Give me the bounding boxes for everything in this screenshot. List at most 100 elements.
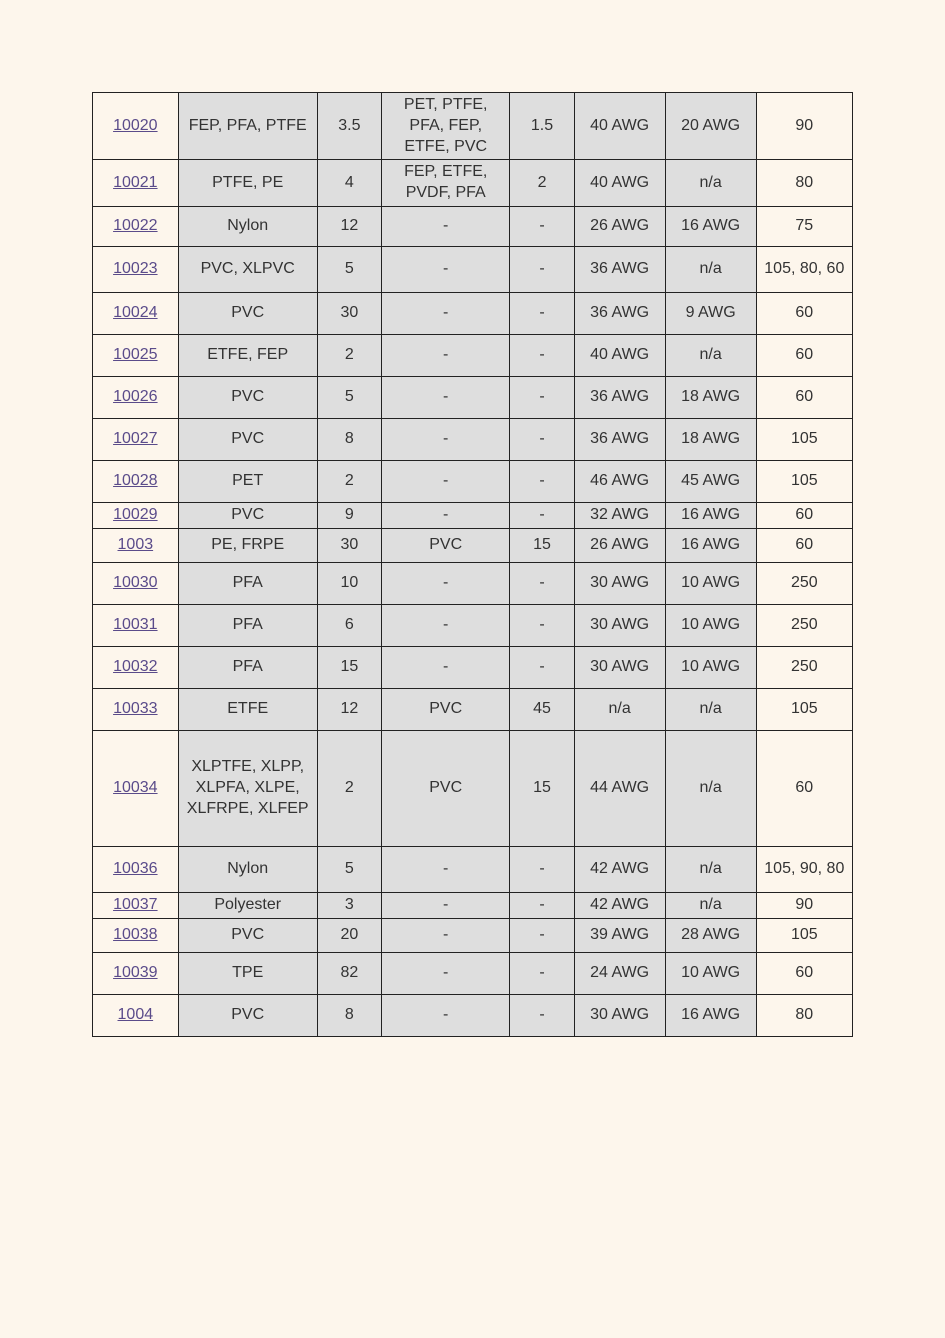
material-primary: PVC	[178, 994, 317, 1036]
id-link[interactable]: 10026	[93, 376, 179, 418]
id-link[interactable]: 10039	[93, 952, 179, 994]
value-b: -	[510, 562, 574, 604]
temp-rating: 60	[756, 952, 852, 994]
awg-max: 16 AWG	[665, 994, 756, 1036]
value-b: -	[510, 646, 574, 688]
id-link[interactable]: 10024	[93, 292, 179, 334]
value-b: -	[510, 604, 574, 646]
id-link[interactable]: 10023	[93, 246, 179, 292]
material-primary: PTFE, PE	[178, 160, 317, 207]
value-b: 15	[510, 528, 574, 562]
material-primary: PVC	[178, 376, 317, 418]
awg-min: 42 AWG	[574, 892, 665, 918]
awg-max: 10 AWG	[665, 646, 756, 688]
material-primary: PE, FRPE	[178, 528, 317, 562]
id-link[interactable]: 10031	[93, 604, 179, 646]
material-primary: PVC	[178, 418, 317, 460]
id-link[interactable]: 10034	[93, 730, 179, 846]
id-link[interactable]: 10038	[93, 918, 179, 952]
awg-max: n/a	[665, 246, 756, 292]
material-secondary: -	[381, 846, 509, 892]
material-primary: Polyester	[178, 892, 317, 918]
value-a: 4	[317, 160, 381, 207]
id-link[interactable]: 10021	[93, 160, 179, 207]
value-b: -	[510, 502, 574, 528]
temp-rating: 105	[756, 918, 852, 952]
awg-min: 36 AWG	[574, 292, 665, 334]
id-link[interactable]: 10025	[93, 334, 179, 376]
value-b: -	[510, 292, 574, 334]
awg-max: n/a	[665, 688, 756, 730]
material-primary: ETFE	[178, 688, 317, 730]
awg-min: 30 AWG	[574, 604, 665, 646]
value-b: -	[510, 994, 574, 1036]
table-row: 1004PVC8--30 AWG16 AWG80	[93, 994, 853, 1036]
temp-rating: 60	[756, 502, 852, 528]
awg-min: 46 AWG	[574, 460, 665, 502]
value-b: 15	[510, 730, 574, 846]
value-a: 6	[317, 604, 381, 646]
id-link[interactable]: 10033	[93, 688, 179, 730]
id-link[interactable]: 10030	[93, 562, 179, 604]
material-primary: PFA	[178, 604, 317, 646]
id-link[interactable]: 10036	[93, 846, 179, 892]
awg-min: 36 AWG	[574, 376, 665, 418]
page-container: 10020FEP, PFA, PTFE3.5PET, PTFE, PFA, FE…	[0, 0, 945, 1037]
id-link[interactable]: 10022	[93, 206, 179, 246]
awg-max: n/a	[665, 730, 756, 846]
temp-rating: 60	[756, 292, 852, 334]
id-link[interactable]: 10032	[93, 646, 179, 688]
value-a: 12	[317, 688, 381, 730]
table-row: 10027PVC8--36 AWG18 AWG105	[93, 418, 853, 460]
awg-min: 39 AWG	[574, 918, 665, 952]
material-primary: PFA	[178, 646, 317, 688]
table-row: 10028PET2--46 AWG45 AWG105	[93, 460, 853, 502]
id-link[interactable]: 10028	[93, 460, 179, 502]
awg-max: 18 AWG	[665, 376, 756, 418]
value-b: -	[510, 334, 574, 376]
table-row: 1003PE, FRPE30PVC1526 AWG16 AWG60	[93, 528, 853, 562]
material-secondary: -	[381, 418, 509, 460]
table-row: 10037Polyester3--42 AWGn/a90	[93, 892, 853, 918]
material-secondary: PVC	[381, 528, 509, 562]
material-primary: Nylon	[178, 206, 317, 246]
value-b: -	[510, 460, 574, 502]
material-primary: TPE	[178, 952, 317, 994]
awg-max: n/a	[665, 334, 756, 376]
awg-max: 20 AWG	[665, 93, 756, 160]
awg-max: 45 AWG	[665, 460, 756, 502]
material-secondary: -	[381, 292, 509, 334]
id-link[interactable]: 10027	[93, 418, 179, 460]
material-primary: PVC	[178, 502, 317, 528]
awg-max: 16 AWG	[665, 502, 756, 528]
material-secondary: -	[381, 604, 509, 646]
value-b: 2	[510, 160, 574, 207]
temp-rating: 90	[756, 892, 852, 918]
value-a: 8	[317, 418, 381, 460]
table-row: 10029PVC9--32 AWG16 AWG60	[93, 502, 853, 528]
material-primary: XLPTFE, XLPP, XLPFA, XLPE, XLFRPE, XLFEP	[178, 730, 317, 846]
id-link[interactable]: 1003	[93, 528, 179, 562]
material-secondary: -	[381, 646, 509, 688]
value-a: 82	[317, 952, 381, 994]
id-link[interactable]: 1004	[93, 994, 179, 1036]
id-link[interactable]: 10037	[93, 892, 179, 918]
material-secondary: -	[381, 952, 509, 994]
awg-max: 10 AWG	[665, 604, 756, 646]
material-primary: PVC	[178, 292, 317, 334]
table-row: 10021PTFE, PE4FEP, ETFE, PVDF, PFA240 AW…	[93, 160, 853, 207]
material-secondary: -	[381, 994, 509, 1036]
awg-max: 10 AWG	[665, 562, 756, 604]
awg-min: 30 AWG	[574, 994, 665, 1036]
value-b: 45	[510, 688, 574, 730]
value-b: -	[510, 892, 574, 918]
awg-max: 9 AWG	[665, 292, 756, 334]
temp-rating: 60	[756, 334, 852, 376]
material-primary: PVC	[178, 918, 317, 952]
id-link[interactable]: 10020	[93, 93, 179, 160]
awg-max: 16 AWG	[665, 528, 756, 562]
id-link[interactable]: 10029	[93, 502, 179, 528]
awg-max: 18 AWG	[665, 418, 756, 460]
table-row: 10036Nylon5--42 AWGn/a105, 90, 80	[93, 846, 853, 892]
material-secondary: -	[381, 460, 509, 502]
